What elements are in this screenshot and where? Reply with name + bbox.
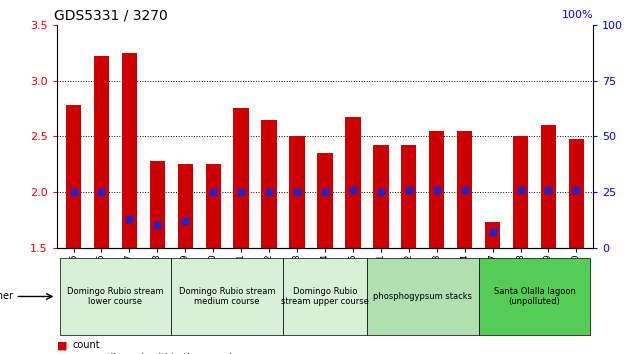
Point bbox=[376, 189, 386, 195]
Bar bbox=[429, 131, 444, 248]
Text: other: other bbox=[0, 291, 13, 302]
Bar bbox=[401, 145, 416, 248]
Point bbox=[320, 189, 330, 195]
Text: Santa Olalla lagoon
(unpolluted): Santa Olalla lagoon (unpolluted) bbox=[493, 287, 575, 306]
Text: GDS5331 / 3270: GDS5331 / 3270 bbox=[54, 8, 168, 22]
Text: Domingo Rubio stream
medium course: Domingo Rubio stream medium course bbox=[179, 287, 276, 306]
Bar bbox=[261, 120, 277, 248]
Bar bbox=[345, 117, 360, 248]
Text: count: count bbox=[73, 340, 100, 350]
Text: ■: ■ bbox=[57, 353, 68, 354]
Bar bbox=[150, 161, 165, 248]
Point bbox=[264, 189, 274, 195]
Point bbox=[97, 189, 107, 195]
Text: percentile rank within the sample: percentile rank within the sample bbox=[73, 353, 237, 354]
Point bbox=[459, 187, 469, 193]
Point bbox=[543, 187, 553, 193]
Bar bbox=[66, 105, 81, 248]
Point bbox=[152, 223, 162, 228]
Point bbox=[236, 189, 246, 195]
Point bbox=[69, 189, 79, 195]
Point bbox=[348, 187, 358, 193]
Point bbox=[488, 229, 498, 235]
Bar bbox=[457, 131, 473, 248]
Point bbox=[404, 187, 414, 193]
Point bbox=[180, 218, 191, 224]
Point bbox=[516, 187, 526, 193]
Bar bbox=[290, 136, 305, 248]
Point bbox=[292, 189, 302, 195]
Bar bbox=[541, 125, 556, 248]
Bar bbox=[177, 164, 193, 248]
Bar bbox=[513, 136, 528, 248]
Bar bbox=[233, 108, 249, 248]
Text: Domingo Rubio stream
lower course: Domingo Rubio stream lower course bbox=[68, 287, 163, 306]
Bar bbox=[317, 153, 333, 248]
Bar bbox=[206, 164, 221, 248]
Bar bbox=[485, 222, 500, 248]
Text: Domingo Rubio
stream upper course: Domingo Rubio stream upper course bbox=[281, 287, 369, 306]
Bar bbox=[373, 145, 389, 248]
Point bbox=[432, 187, 442, 193]
Bar bbox=[569, 138, 584, 248]
Text: ■: ■ bbox=[57, 340, 68, 350]
Bar bbox=[122, 53, 137, 248]
Text: phosphogypsum stacks: phosphogypsum stacks bbox=[374, 292, 472, 301]
Point bbox=[124, 216, 134, 222]
Point bbox=[208, 189, 218, 195]
Bar bbox=[94, 56, 109, 248]
Text: 100%: 100% bbox=[562, 10, 593, 20]
Point bbox=[571, 187, 581, 193]
